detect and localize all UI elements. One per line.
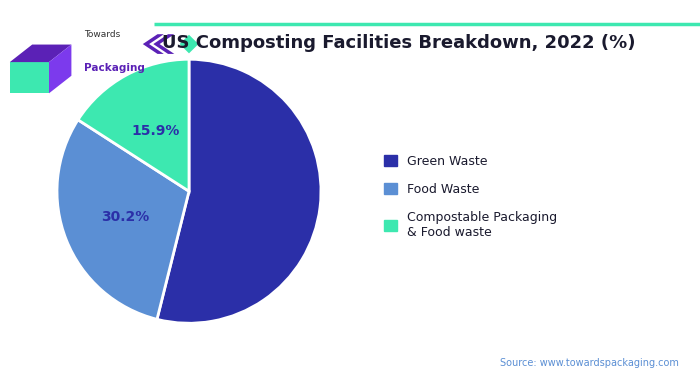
Text: US Composting Facilities Breakdown, 2022 (%): US Composting Facilities Breakdown, 2022… <box>162 34 636 52</box>
FancyBboxPatch shape <box>10 62 49 93</box>
Text: 53.9%: 53.9% <box>233 193 281 207</box>
Polygon shape <box>49 45 71 93</box>
Text: 15.9%: 15.9% <box>132 124 181 138</box>
Polygon shape <box>153 34 174 54</box>
Wedge shape <box>57 120 189 319</box>
Text: Source: www.towardspackaging.com: Source: www.towardspackaging.com <box>500 357 679 368</box>
Text: Packaging: Packaging <box>84 63 145 73</box>
Text: Towards: Towards <box>84 30 120 39</box>
Polygon shape <box>143 34 164 54</box>
Wedge shape <box>157 59 321 323</box>
Text: 30.2%: 30.2% <box>101 210 149 224</box>
Legend: Green Waste, Food Waste, Compostable Packaging
& Food waste: Green Waste, Food Waste, Compostable Pac… <box>384 155 557 239</box>
Polygon shape <box>10 45 71 62</box>
Wedge shape <box>78 59 189 191</box>
Polygon shape <box>179 35 199 53</box>
